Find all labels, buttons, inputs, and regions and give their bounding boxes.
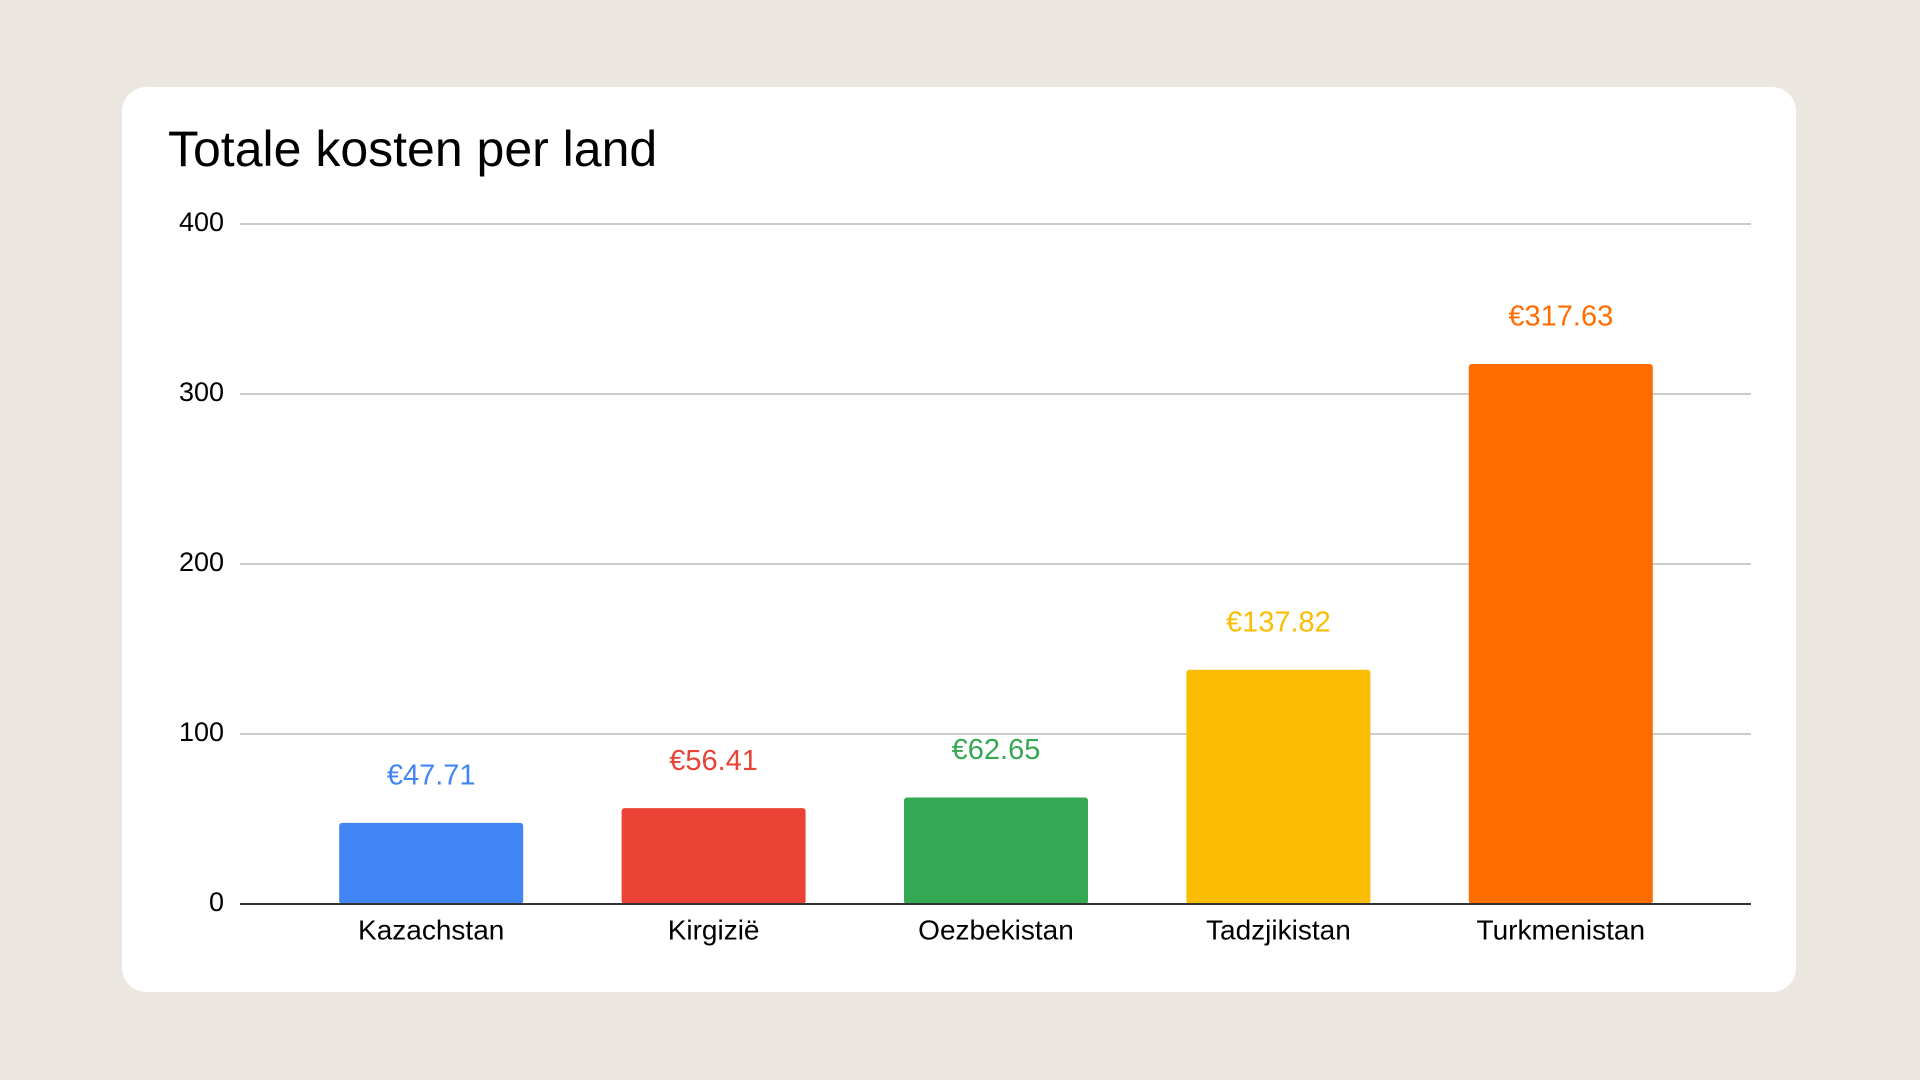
- y-tick-label: 300: [179, 377, 224, 407]
- value-label: €317.63: [1508, 301, 1613, 333]
- x-tick-label: Turkmenistan: [1477, 914, 1646, 945]
- bar: [621, 808, 806, 904]
- value-label: €47.71: [387, 760, 476, 792]
- x-tick-label: Tadzjikistan: [1206, 914, 1351, 945]
- chart-title: Totale kosten per land: [168, 121, 657, 177]
- y-tick-label: 0: [209, 887, 224, 917]
- card: [122, 87, 1796, 992]
- value-label: €137.82: [1226, 606, 1331, 638]
- x-tick-label: Oezbekistan: [918, 914, 1074, 945]
- bar: [339, 822, 524, 904]
- x-tick-label: Kazachstan: [358, 914, 504, 945]
- y-tick-label: 100: [179, 717, 224, 747]
- bar: [1186, 669, 1371, 904]
- value-label: €62.65: [952, 734, 1041, 766]
- bar: [1468, 364, 1653, 904]
- y-tick-label: 200: [179, 547, 224, 577]
- bar: [904, 797, 1088, 904]
- value-label: €56.41: [669, 745, 758, 777]
- x-tick-label: Kirgizië: [668, 914, 760, 945]
- y-tick-label: 400: [179, 207, 224, 237]
